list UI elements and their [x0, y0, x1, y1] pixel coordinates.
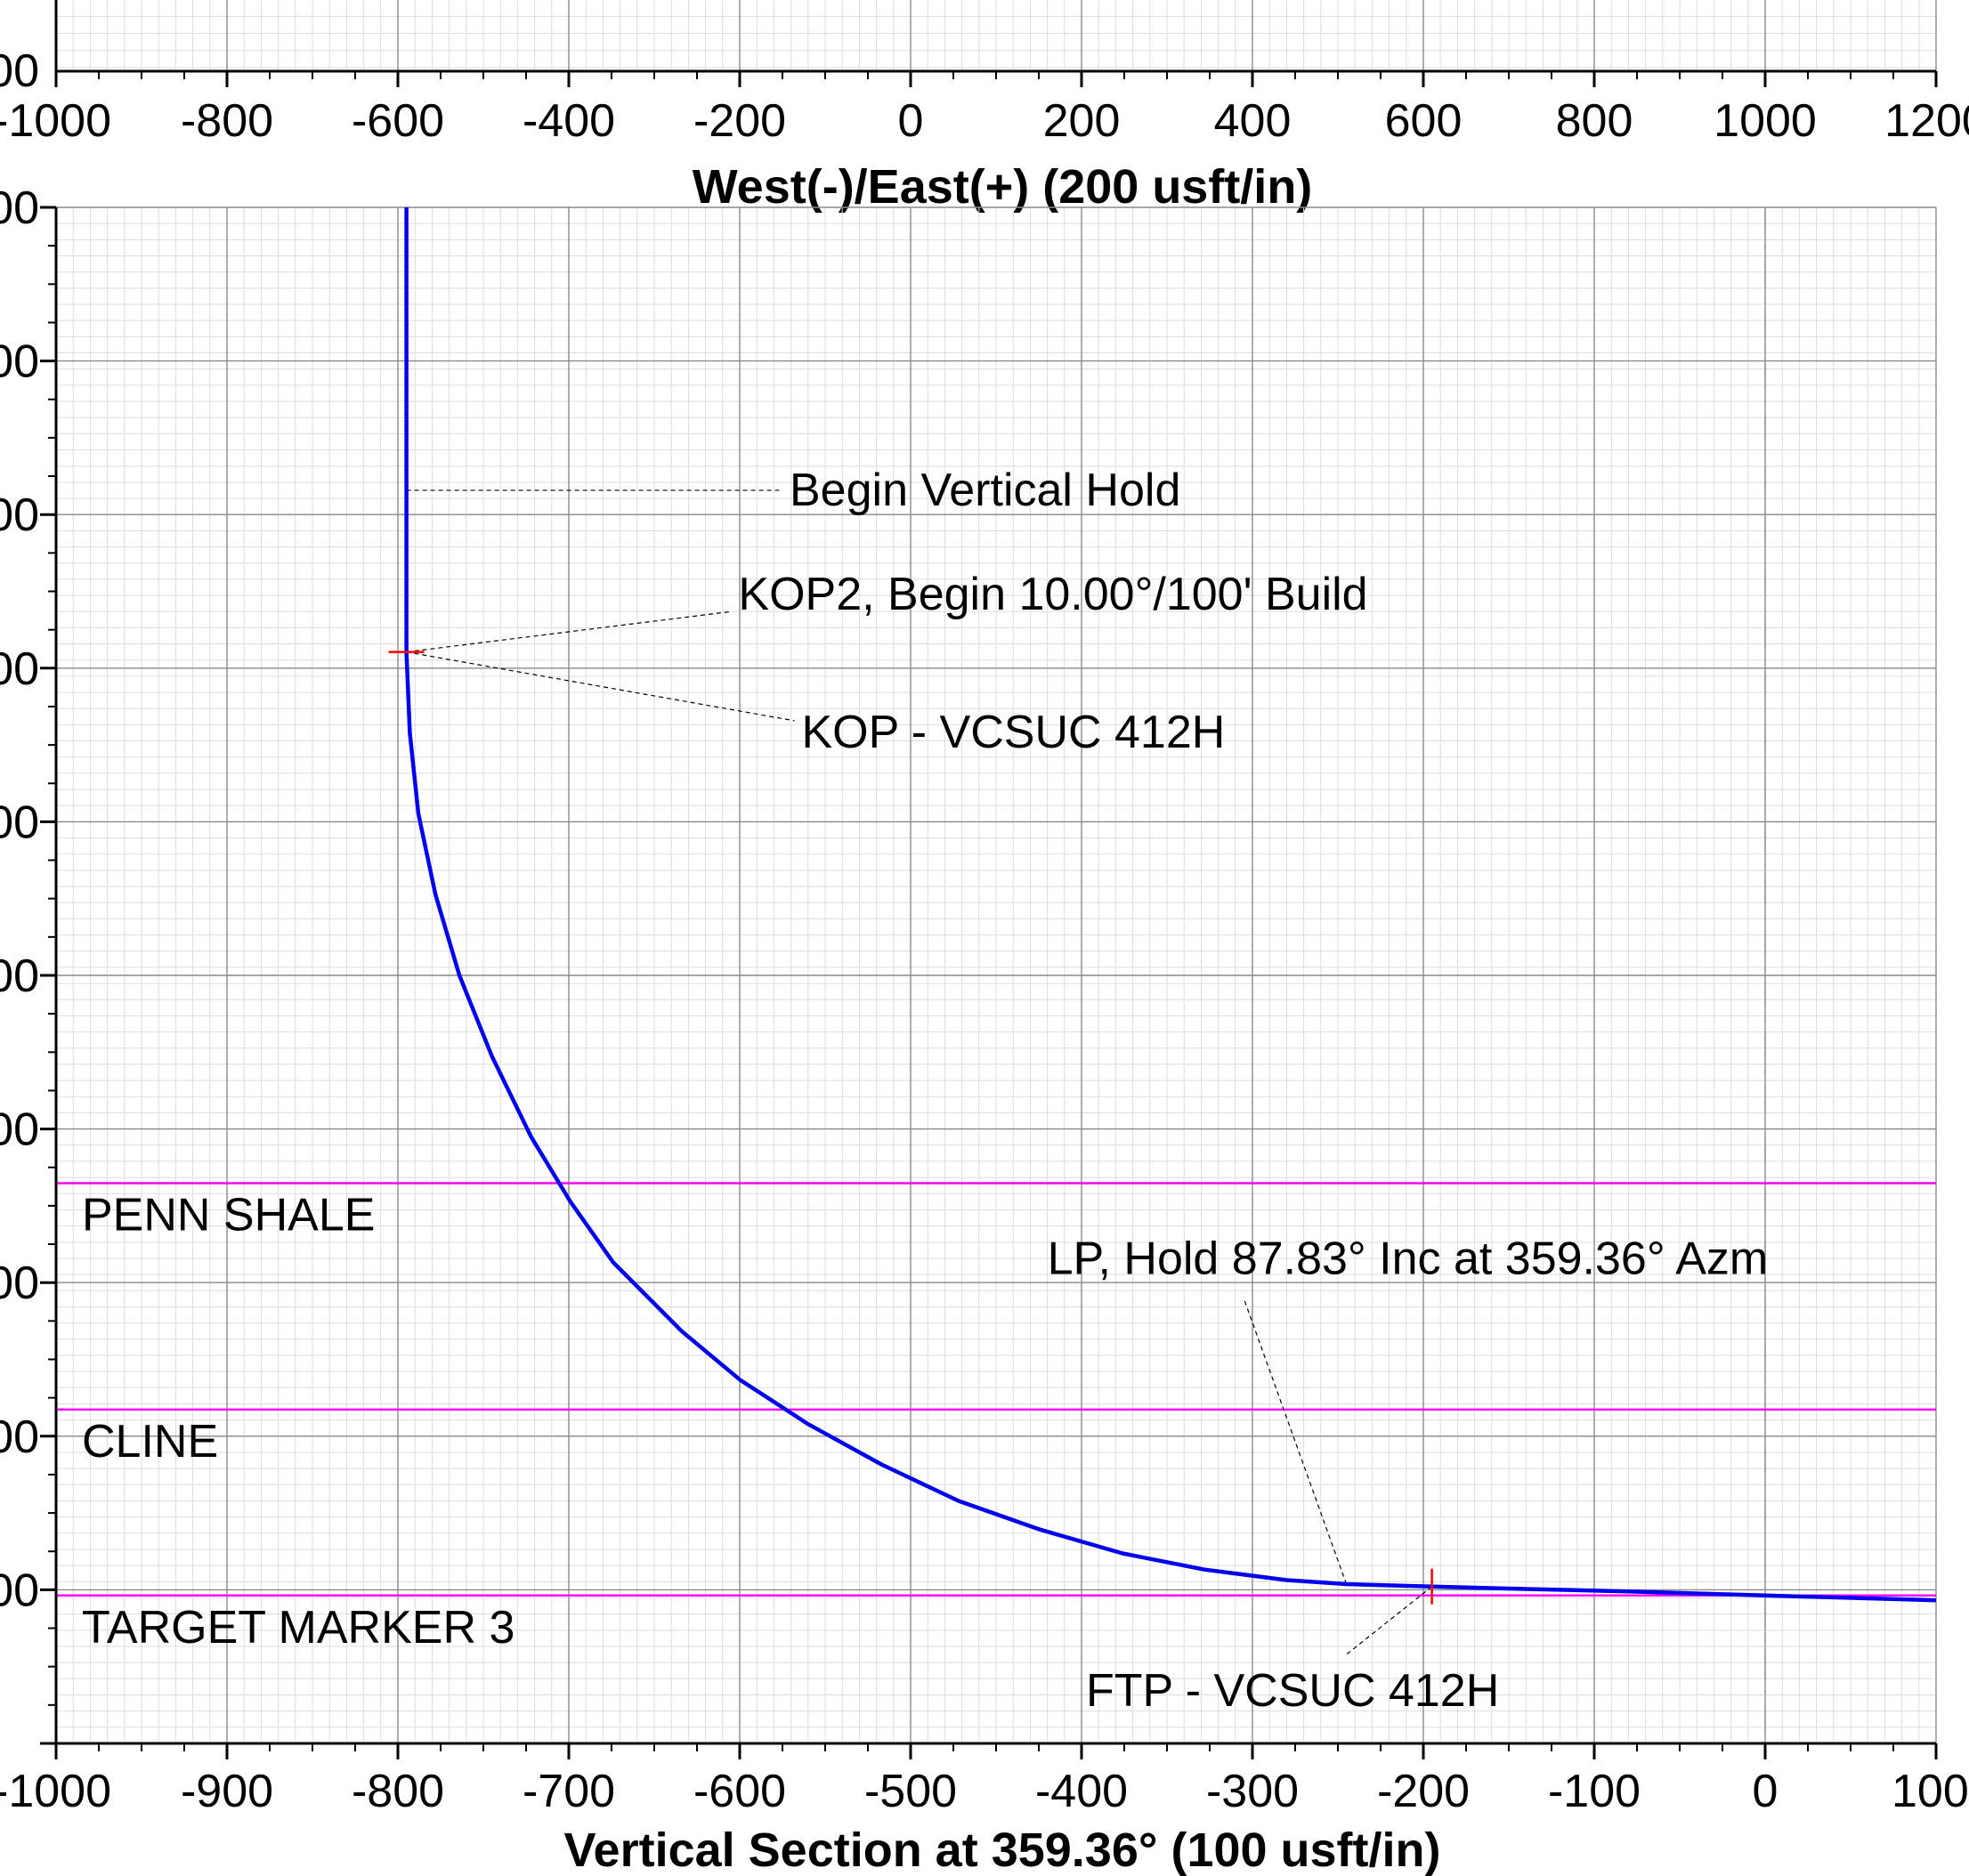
- survey-markers: [388, 651, 1433, 1605]
- top-x-tick-label: 800: [1556, 95, 1633, 147]
- main-y-tick-label: 00: [0, 1104, 39, 1156]
- annotation-label: LP, Hold 87.83° Inc at 359.36° Azm: [1048, 1233, 1769, 1284]
- main-x-tick-label: -700: [523, 1766, 615, 1817]
- main-x-tick-label: -500: [864, 1766, 957, 1817]
- top-y-tick-label: 00: [0, 45, 39, 97]
- top-x-tick-labels: -1000 -800 -600 -400 -200 0 200 400 600 800 1000 12…: [0, 95, 1969, 147]
- formation-label: TARGET MARKER 3: [82, 1602, 515, 1654]
- main-x-tick-label: -300: [1206, 1766, 1299, 1817]
- top-x-tick-label: -400: [523, 95, 615, 147]
- main-x-tick-label: -400: [1035, 1766, 1128, 1817]
- top-grid: [55, 0, 1937, 71]
- annotation-label: FTP - VCSUC 412H: [1086, 1665, 1499, 1717]
- annotation-leader: [1346, 1586, 1432, 1655]
- main-y-tick-label: 00: [0, 643, 39, 695]
- main-y-tick-label: 00: [0, 336, 39, 388]
- top-x-axis-title: West(-)/East(+) (200 usft/in): [693, 160, 1313, 214]
- top-x-tick-label: 200: [1043, 95, 1121, 147]
- formation-markers: PENN SHALE CLINE TARGET MARKER 3: [56, 1182, 1936, 1654]
- formation-label: PENN SHALE: [82, 1189, 375, 1241]
- top-x-tick-label: 400: [1214, 95, 1292, 147]
- top-x-tick-label: 1000: [1714, 95, 1817, 147]
- annotation-leader: [406, 611, 732, 653]
- main-y-tick-label: 00: [0, 796, 39, 848]
- main-x-tick-label: -100: [1548, 1766, 1641, 1817]
- vertical-section-panel: PENN SHALE CLINE TARGET MARKER 3 Begin Ver…: [0, 182, 1969, 1876]
- annotation-label: KOP - VCSUC 412H: [801, 707, 1225, 758]
- top-y-tick-labels: 00: [0, 45, 39, 97]
- annotation-label: Begin Vertical Hold: [790, 465, 1180, 516]
- main-y-tick-label: 00: [0, 1565, 39, 1616]
- top-x-tick-label: -200: [693, 95, 786, 147]
- annotation-leader: [406, 651, 795, 722]
- main-y-tick-label: 00: [0, 950, 39, 1002]
- top-plan-view-panel: -1000 -800 -600 -400 -200 0 200 400 600 800 1000 12…: [0, 0, 1969, 214]
- annotation-leader: [1243, 1298, 1348, 1585]
- annotation-label: KOP2, Begin 10.00°/100' Build: [738, 569, 1367, 620]
- main-x-axis-title: Vertical Section at 359.36° (100 usft/in…: [564, 1823, 1441, 1876]
- wellbore-series: [404, 207, 1937, 1603]
- main-x-tick-label: -800: [352, 1766, 444, 1817]
- main-axes: [40, 206, 1938, 1759]
- top-x-tick-label: -600: [352, 95, 444, 147]
- main-y-tick-label: 00: [0, 182, 39, 234]
- wellbore-path: [404, 409, 1937, 1603]
- main-y-tick-label: 00: [0, 1257, 39, 1309]
- main-y-tick-labels: 00 00 00 00 00 00 00 00 00 00: [0, 182, 39, 1616]
- main-x-tick-label: -600: [693, 1766, 786, 1817]
- main-x-tick-labels: -1000 -900 -800 -700 -600 -500 -400 -300 -200 -10…: [0, 1766, 1969, 1817]
- top-x-tick-label: -1000: [0, 95, 111, 147]
- main-x-tick-label: -1000: [0, 1766, 111, 1817]
- main-y-tick-label: 00: [0, 489, 39, 541]
- top-x-tick-label: -800: [181, 95, 273, 147]
- formation-label: CLINE: [82, 1416, 218, 1468]
- top-axes: [54, 0, 1938, 87]
- main-x-tick-label: 0: [1753, 1766, 1779, 1817]
- top-x-tick-label: 600: [1385, 95, 1463, 147]
- main-x-tick-label: -200: [1377, 1766, 1470, 1817]
- main-x-tick-label: 100: [1892, 1766, 1969, 1817]
- top-x-tick-label: 0: [898, 95, 924, 147]
- annotations: Begin Vertical Hold KOP2, Begin 10.00°/10…: [406, 465, 1769, 1717]
- main-x-tick-label: -900: [181, 1766, 273, 1817]
- main-grid: [55, 206, 1937, 1744]
- main-y-tick-label: 00: [0, 1411, 39, 1463]
